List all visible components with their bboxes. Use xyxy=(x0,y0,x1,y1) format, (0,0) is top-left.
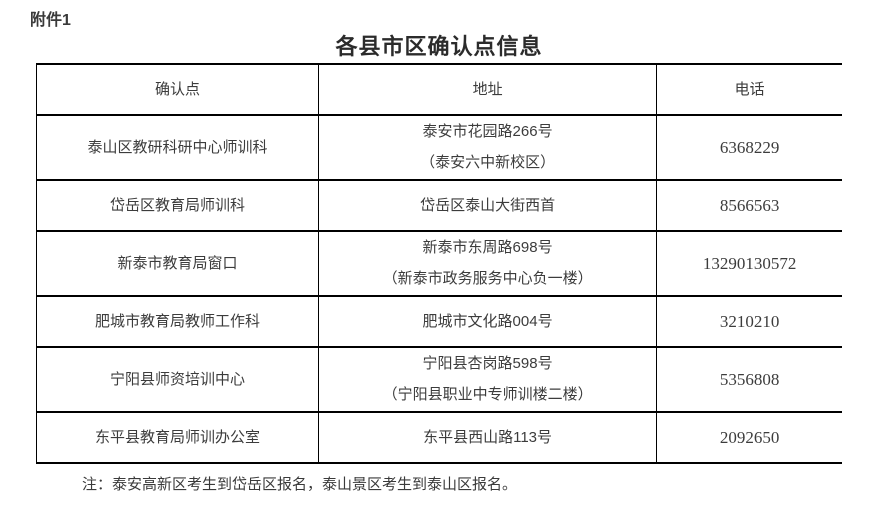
address-line: 宁阳县杏岗路598号 xyxy=(422,355,553,372)
address-line: （泰安六中新校区） xyxy=(420,154,556,171)
cell-phone: 8566563 xyxy=(656,180,842,232)
page-title: 各县市区确认点信息 xyxy=(335,34,543,59)
cell-address: 东平县西山路113号 xyxy=(318,412,658,463)
cell-point: 泰山区教研科研中心师训科 xyxy=(36,115,319,181)
cell-phone: 5356808 xyxy=(656,347,842,413)
table-row: 泰山区教研科研中心师训科 泰安市花园路266号 （泰安六中新校区） 6368229 xyxy=(36,115,842,181)
address-line: （新泰市政务服务中心负一楼） xyxy=(382,270,593,287)
cell-point: 岱岳区教育局师训科 xyxy=(36,180,319,232)
cell-point: 新泰市教育局窗口 xyxy=(36,231,319,297)
address-line: 肥城市文化路004号 xyxy=(422,312,553,330)
table-row: 新泰市教育局窗口 新泰市东周路698号 （新泰市政务服务中心负一楼） 13290130… xyxy=(36,231,842,297)
cell-phone: 13290130572 xyxy=(656,231,842,297)
cell-address: 肥城市文化路004号 xyxy=(318,296,658,348)
column-header-point: 确认点 xyxy=(36,64,319,116)
address-line: 新泰市东周路698号 xyxy=(422,239,553,256)
address-line: 东平县西山路113号 xyxy=(423,428,553,446)
table-row: 岱岳区教育局师训科 岱岳区泰山大街西首 8566563 xyxy=(36,180,842,232)
cell-address: 新泰市东周路698号 （新泰市政务服务中心负一楼） xyxy=(318,231,658,297)
cell-address: 泰安市花园路266号 （泰安六中新校区） xyxy=(318,115,658,181)
cell-point: 东平县教育局师训办公室 xyxy=(36,412,319,463)
cell-point: 肥城市教育局教师工作科 xyxy=(36,296,319,348)
table-body: 泰山区教研科研中心师训科 泰安市花园路266号 （泰安六中新校区） 6368229 岱岳… xyxy=(36,115,843,463)
address-line: 岱岳区泰山大街西首 xyxy=(420,196,556,214)
cell-address: 岱岳区泰山大街西首 xyxy=(318,180,658,232)
table-header-row: 确认点 地址 电话 xyxy=(36,64,842,116)
address-line: 泰安市花园路266号 xyxy=(422,123,553,140)
address-line: （宁阳县职业中专师训楼二楼） xyxy=(382,386,593,403)
attachment-label: 附件1 xyxy=(30,12,71,29)
column-header-phone: 电话 xyxy=(656,64,842,116)
table-row: 宁阳县师资培训中心 宁阳县杏岗路598号 （宁阳县职业中专师训楼二楼） 5356808 xyxy=(36,347,842,413)
cell-address: 宁阳县杏岗路598号 （宁阳县职业中专师训楼二楼） xyxy=(318,347,658,413)
cell-phone: 6368229 xyxy=(656,115,842,181)
cell-phone: 3210210 xyxy=(656,296,842,348)
footnote: 注：泰安高新区考生到岱岳区报名，泰山景区考生到泰山区报名。 xyxy=(82,476,518,493)
confirmation-points-table: 确认点 地址 电话 泰山区教研科研中心师训科 泰安市花园路266号 （泰安六中新校区… xyxy=(36,63,842,464)
column-header-address: 地址 xyxy=(318,64,658,116)
table-row: 东平县教育局师训办公室 东平县西山路113号 2092650 xyxy=(36,412,843,463)
cell-phone: 2092650 xyxy=(719,427,780,447)
table-row: 肥城市教育局教师工作科 肥城市文化路004号 3210210 xyxy=(36,296,842,348)
cell-point: 宁阳县师资培训中心 xyxy=(36,347,319,413)
